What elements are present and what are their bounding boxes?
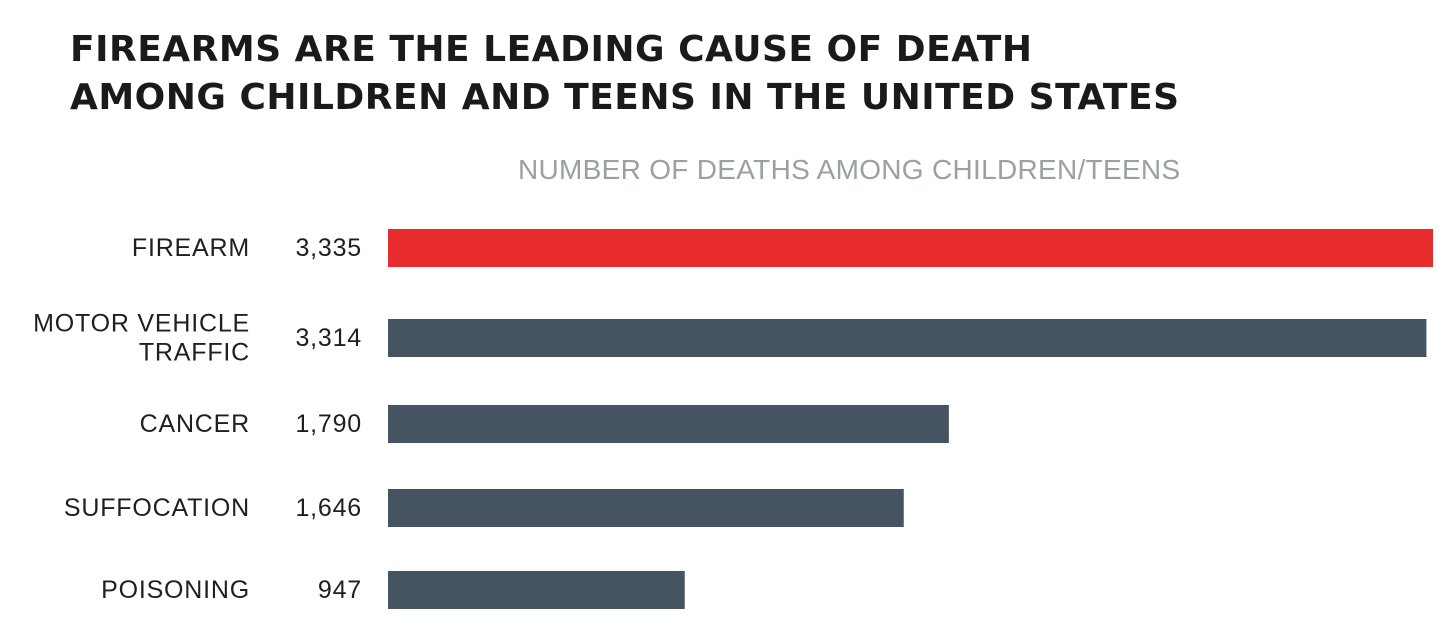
chart-subtitle: NUMBER OF DEATHS AMONG CHILDREN/TEENS (518, 154, 1181, 185)
value-label: 3,314 (295, 324, 362, 352)
category-label: MOTOR VEHICLE (33, 310, 250, 338)
value-label: 1,790 (295, 410, 362, 438)
category-label: TRAFFIC (139, 339, 250, 367)
chart-title-line-2: AMONG CHILDREN AND TEENS IN THE UNITED S… (70, 77, 1180, 118)
chart-title-line-1: FIREARMS ARE THE LEADING CAUSE OF DEATH (70, 29, 1033, 70)
category-label: SUFFOCATION (64, 494, 250, 522)
value-label: 947 (318, 576, 362, 604)
bar-motor-vehicle-traffic (388, 319, 1427, 357)
bar-cancer (388, 405, 949, 443)
chart-title: FIREARMS ARE THE LEADING CAUSE OF DEATH … (70, 26, 1180, 122)
bar-poisoning (388, 571, 685, 609)
bar-firearm (388, 229, 1433, 267)
value-label: 3,335 (295, 234, 362, 262)
category-label: CANCER (140, 410, 250, 438)
value-label: 1,646 (295, 494, 362, 522)
category-label: FIREARM (132, 234, 250, 262)
bar-suffocation (388, 489, 904, 527)
category-label: POISONING (101, 576, 250, 604)
